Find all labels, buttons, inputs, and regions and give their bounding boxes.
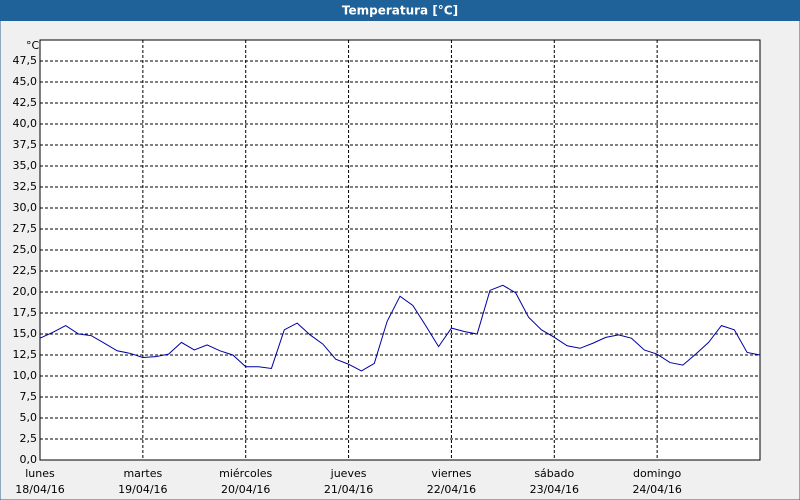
y-tick-label: 20,0 [13,285,38,298]
x-tick-date: 24/04/16 [632,483,681,496]
y-tick-label: 40,0 [13,117,38,130]
y-tick-label: 25,0 [13,243,38,256]
x-tick-date: 22/04/16 [427,483,476,496]
x-tick-date: 23/04/16 [530,483,579,496]
y-tick-label: 5,0 [20,411,38,424]
y-tick-label: 12,5 [13,348,38,361]
x-tick-date: 18/04/16 [15,483,64,496]
x-tick-label: jueves [330,467,367,480]
x-tick-label: martes [123,467,162,480]
y-tick-label: 47,5 [13,54,38,67]
y-tick-label: 35,0 [13,159,38,172]
y-tick-label: 45,0 [13,75,38,88]
y-tick-label: 17,5 [13,306,38,319]
y-tick-label: 42,5 [13,96,38,109]
y-tick-label: 32,5 [13,180,38,193]
x-tick-label: viernes [431,467,471,480]
title-bar [0,0,800,21]
y-axis-label: °C [26,39,40,52]
x-tick-label: domingo [633,467,681,480]
y-tick-label: 10,0 [13,369,38,382]
x-tick-date: 20/04/16 [221,483,270,496]
x-tick-date: 21/04/16 [324,483,373,496]
x-tick-label: lunes [25,467,55,480]
y-tick-label: 37,5 [13,138,38,151]
y-tick-label: 2,5 [20,432,38,445]
y-tick-label: 15,0 [13,327,38,340]
chart-title: Temperatura [°C] [342,4,458,18]
x-tick-date: 19/04/16 [118,483,167,496]
y-tick-label: 22,5 [13,264,38,277]
y-tick-label: 0,0 [20,453,38,466]
data-line [39,284,761,372]
y-tick-label: 7,5 [20,390,38,403]
y-tick-label: 27,5 [13,222,38,235]
x-tick-label: sábado [534,467,574,480]
x-tick-label: miércoles [219,467,272,480]
y-tick-label: 30,0 [13,201,38,214]
